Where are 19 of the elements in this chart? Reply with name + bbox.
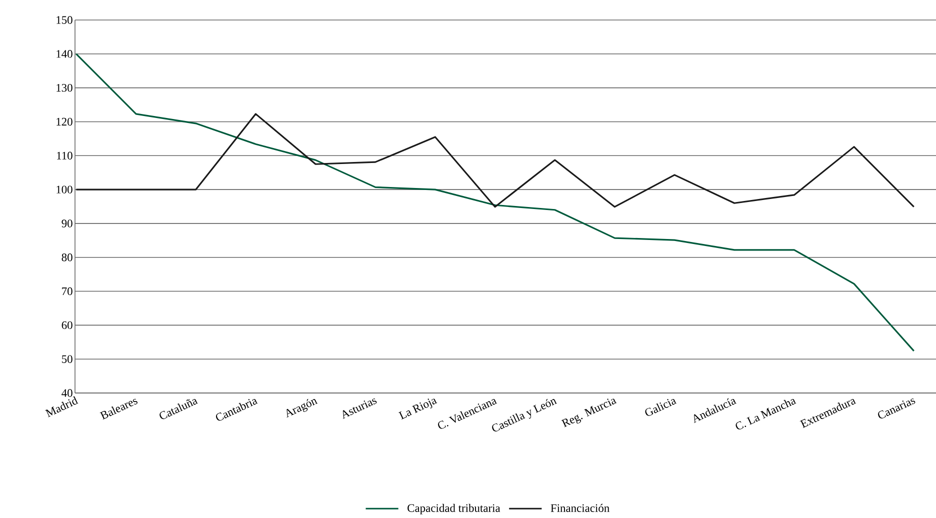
y-tick-label: 80 — [62, 254, 72, 262]
y-tick-label: 110 — [57, 152, 72, 160]
y-tick-label: 70 — [62, 287, 72, 296]
y-tick-label: 60 — [62, 321, 72, 330]
y-tick-label: 150 — [56, 16, 72, 24]
y-tick-label: 90 — [62, 220, 72, 228]
y-tick-label: 130 — [56, 84, 72, 92]
legend-label: Capacidad tributaria — [408, 504, 500, 514]
y-tick-label: 40 — [62, 389, 72, 397]
y-tick-label: 120 — [56, 118, 72, 126]
line-series — [75, 53, 915, 352]
x-tick-label: Reg. Murcia — [561, 398, 617, 428]
x-tick-label: Aragón — [286, 398, 318, 418]
y-tick-label: 50 — [62, 355, 72, 363]
x-tick-label: La Rioja — [398, 398, 438, 420]
y-tick-label: 100 — [56, 186, 72, 194]
x-tick-label: Galicia — [645, 399, 677, 416]
legend-label: Financiación — [550, 504, 610, 512]
y-tick-label: 140 — [56, 50, 72, 58]
